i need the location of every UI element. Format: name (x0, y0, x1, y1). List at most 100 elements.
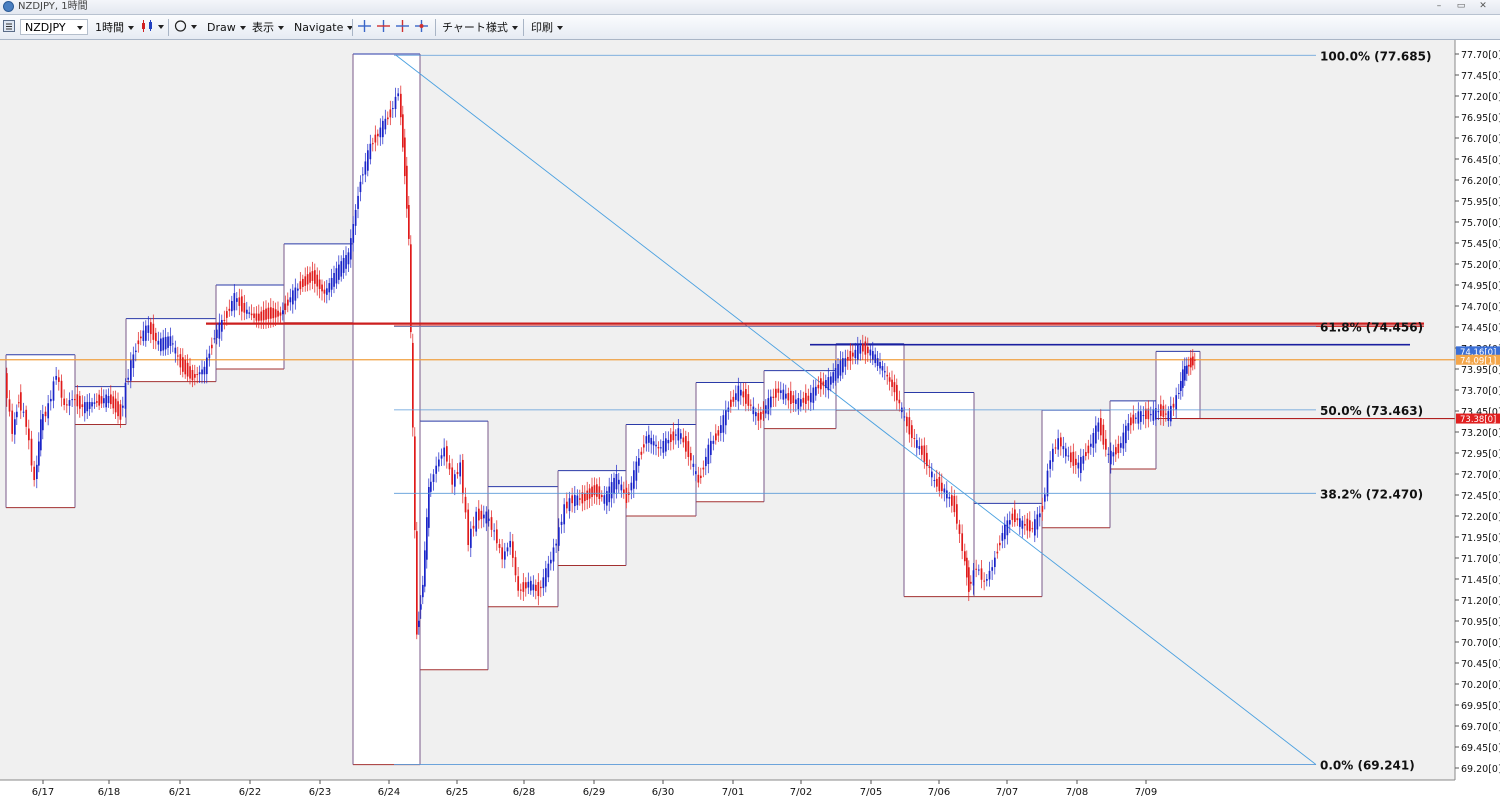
candle-body (40, 419, 42, 451)
candle-body (412, 342, 414, 428)
candle-body (810, 392, 812, 403)
navigate-menu[interactable]: Navigate (294, 19, 354, 36)
candle-body (374, 134, 377, 143)
draw-menu-label: Draw (207, 21, 236, 34)
candle-body (752, 406, 755, 415)
candle-body (1070, 452, 1072, 463)
candle-body (1077, 462, 1080, 469)
time-axis (0, 780, 1455, 800)
y-tick-label: 76.45[0] (1461, 155, 1500, 166)
candle-body (893, 382, 896, 393)
x-tick-label: 6/30 (652, 787, 674, 798)
candle-body (800, 399, 802, 407)
candle-body (323, 289, 326, 294)
crosshair-tool-2[interactable] (377, 20, 390, 37)
price-marker-label: 74.16[0] (1460, 348, 1496, 358)
chart-style-menu[interactable]: チャート様式 (442, 19, 518, 36)
candle-body (825, 380, 827, 389)
minimize-icon[interactable]: – (1436, 1, 1442, 11)
timeframe-dropdown[interactable]: 1時間 (95, 19, 134, 36)
candle-body (1140, 411, 1142, 422)
candle-body (951, 495, 953, 506)
fib-level-label: 38.2% (72.470) (1320, 487, 1423, 501)
candle-body (1080, 456, 1082, 474)
candle-body (338, 264, 340, 280)
daily-range-box (216, 285, 284, 369)
candle-body (717, 430, 720, 436)
candle-body (359, 181, 362, 193)
x-tick-label: 6/21 (169, 787, 191, 798)
candle-body (772, 396, 775, 398)
candle-body (410, 244, 412, 333)
candle-body (1067, 455, 1070, 457)
y-tick-label: 74.70[0] (1461, 302, 1500, 313)
close-icon[interactable]: ✕ (1479, 1, 1487, 11)
display-menu[interactable]: 表示 (252, 19, 284, 36)
candle-body (643, 444, 645, 448)
crosshair-tool-1[interactable] (358, 20, 371, 37)
candle-body (1137, 411, 1140, 424)
candle-body (354, 209, 357, 226)
candle-body (667, 439, 670, 444)
draw-menu[interactable]: Draw (207, 19, 246, 36)
y-tick-label: 74.95[0] (1461, 281, 1500, 292)
crosshair-tool-3[interactable] (396, 20, 409, 37)
candle-body (1011, 513, 1014, 520)
candle-body (1184, 366, 1186, 381)
candle-body (1150, 414, 1152, 416)
candle-body (520, 589, 522, 591)
candle-body (142, 330, 145, 342)
candle-body (186, 362, 189, 377)
candle-body (100, 396, 103, 404)
x-tick-label: 7/08 (1066, 787, 1088, 798)
candle-body (357, 195, 359, 209)
y-tick-label: 77.70[0] (1461, 50, 1500, 61)
candle-body (980, 568, 983, 580)
candle-body (22, 411, 25, 413)
crosshair-tool-4[interactable] (415, 20, 428, 37)
y-tick-label: 70.70[0] (1461, 638, 1500, 649)
symbol-select[interactable]: NZDJPY (20, 19, 88, 35)
candle-body (702, 467, 705, 470)
candle-body (606, 491, 608, 506)
candle-body (665, 438, 667, 452)
candle-body (493, 530, 496, 532)
candle-body (84, 402, 86, 414)
candle-body (1024, 524, 1026, 526)
price-chart[interactable]: 100.0% (77.685) 61.8% (74.456) 50.0% (73.4… (0, 40, 1500, 800)
candle-body (1006, 520, 1009, 536)
candle-body (448, 463, 451, 470)
x-tick-label: 6/18 (98, 787, 120, 798)
candle-body (213, 338, 216, 340)
candle-body (1175, 395, 1178, 410)
candle-body (292, 290, 294, 305)
candle-body (938, 476, 941, 492)
candle-body (164, 336, 167, 350)
candle-body (916, 440, 918, 448)
candle-body (467, 509, 470, 546)
candle-body (157, 340, 160, 345)
candle-body (1152, 409, 1155, 421)
candle-type-dropdown[interactable] (141, 20, 164, 37)
candle-body (1170, 405, 1172, 422)
candle-body (86, 401, 89, 412)
restore-icon[interactable]: ▭ (1456, 1, 1466, 11)
shape-tool-dropdown[interactable] (174, 20, 197, 37)
candle-body (670, 434, 672, 443)
candle-body (525, 582, 527, 589)
candle-body (1178, 392, 1180, 394)
candle-body (1180, 380, 1182, 392)
candle-body (267, 307, 270, 319)
candle-body (881, 366, 884, 371)
candle-body (1155, 408, 1157, 420)
candle-body (797, 398, 800, 410)
candle-body (550, 559, 552, 564)
candle-body (876, 358, 879, 366)
chart-list-icon[interactable] (3, 20, 15, 37)
print-menu[interactable]: 印刷 (531, 19, 563, 36)
candle-body (201, 369, 203, 375)
chart-area[interactable]: 100.0% (77.685) 61.8% (74.456) 50.0% (73.4… (0, 40, 1500, 800)
candle-body (1062, 446, 1065, 450)
candle-body (802, 397, 805, 403)
candle-body (311, 271, 314, 281)
